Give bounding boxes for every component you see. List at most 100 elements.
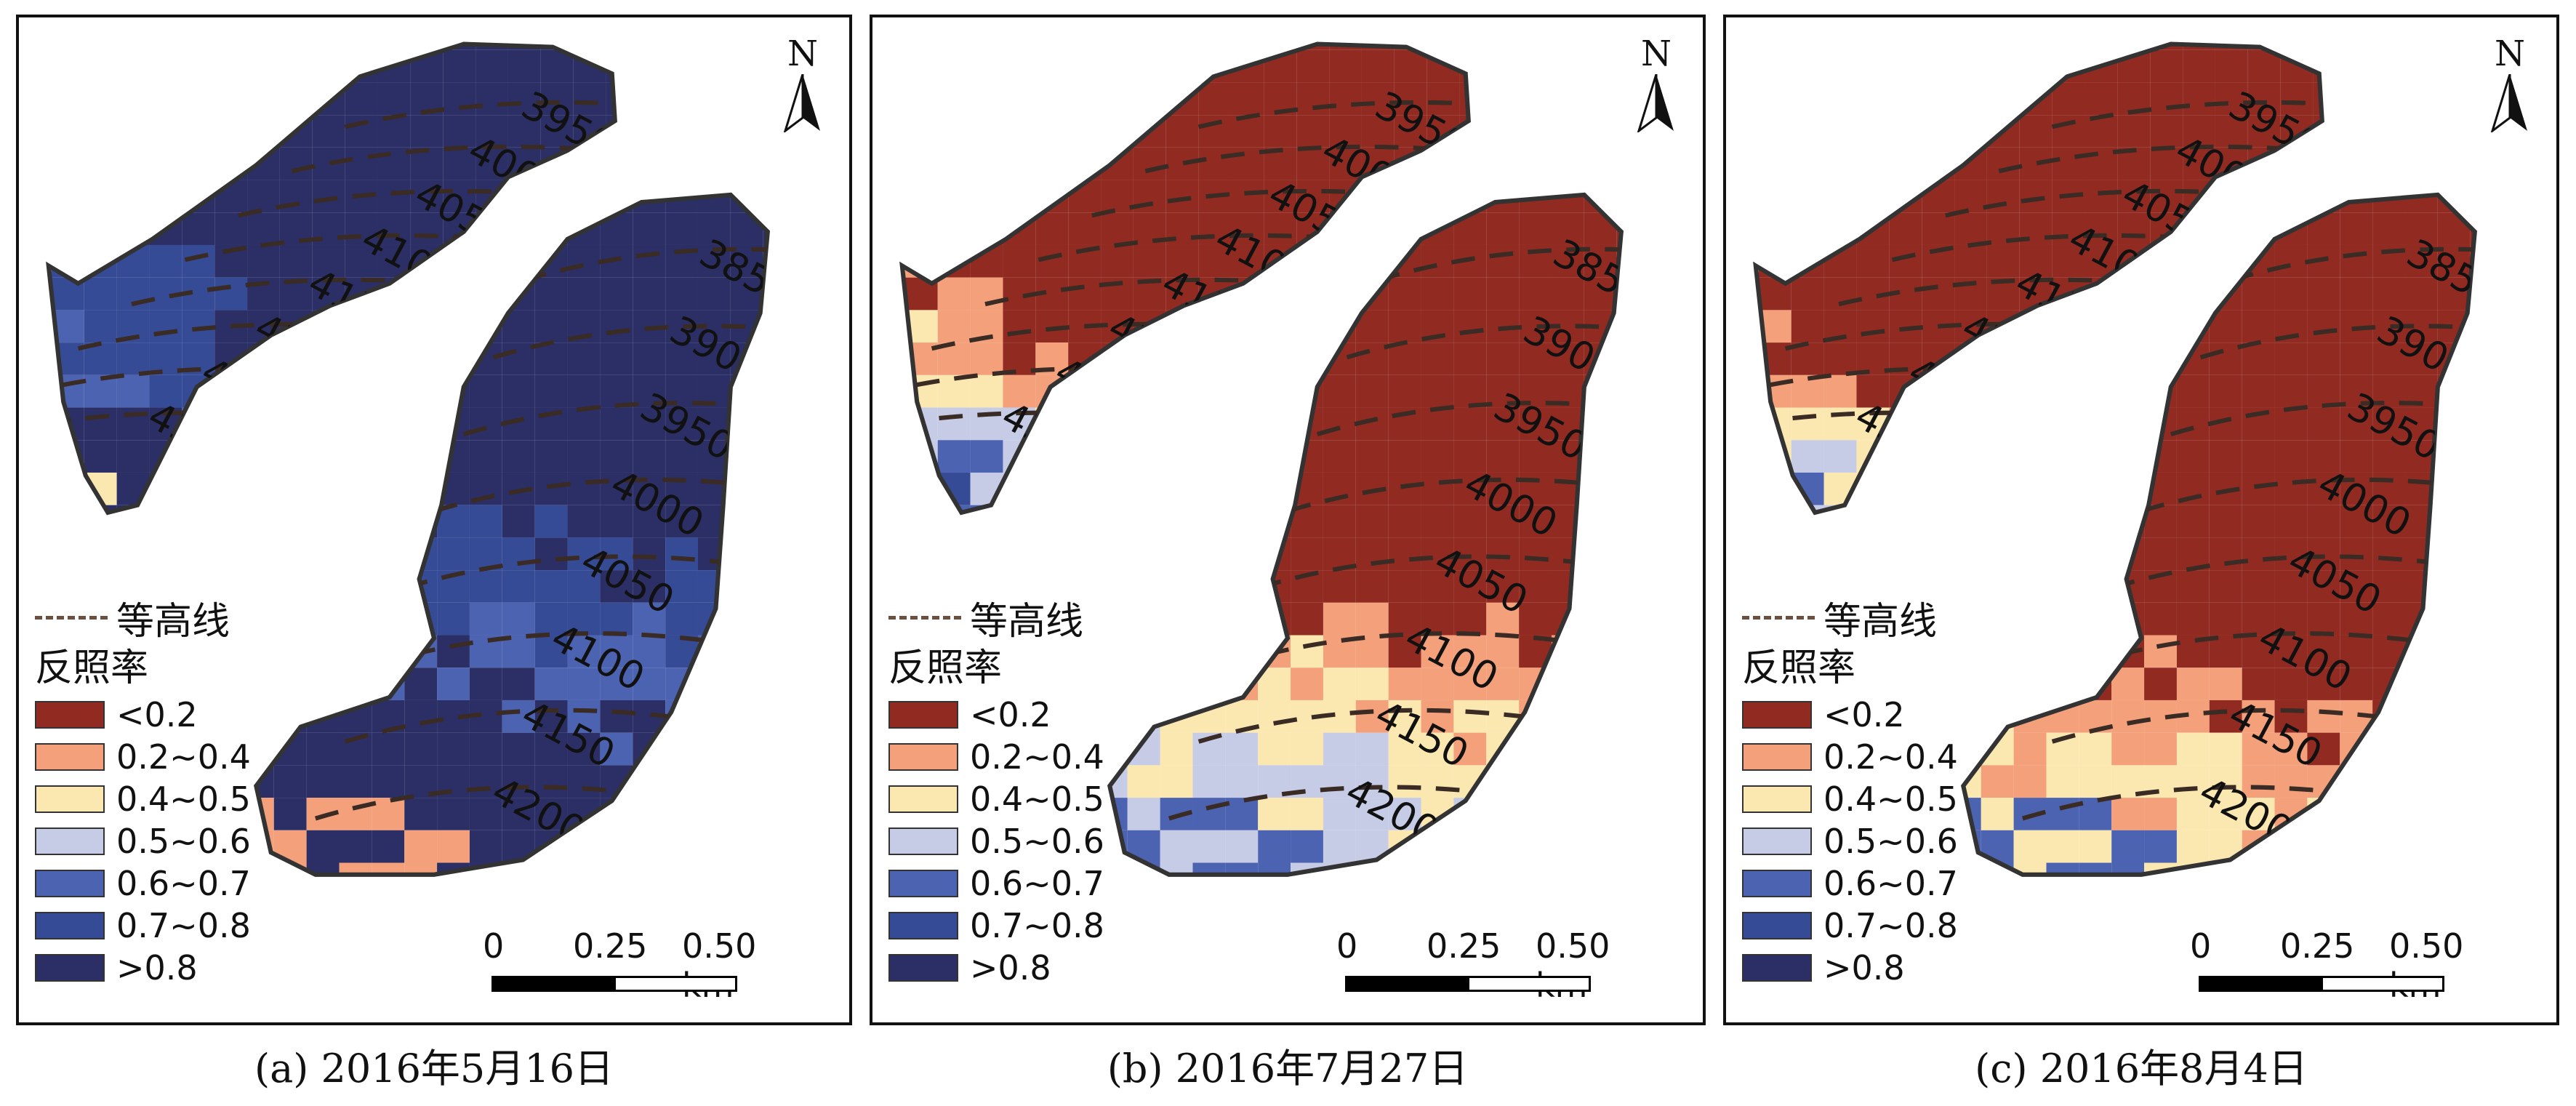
albedo-pixel [1165, 49, 1199, 83]
albedo-pixel [1323, 277, 1356, 310]
albedo-pixel [1127, 472, 1160, 505]
albedo-pixel [1584, 407, 1617, 441]
albedo-pixel [273, 505, 307, 538]
albedo-pixel [2046, 472, 2079, 505]
albedo-pixel [469, 374, 502, 408]
albedo-pixel [904, 44, 938, 50]
legend-swatch [35, 870, 105, 897]
albedo-pixel [1453, 635, 1487, 668]
scale-tick-1: 0.25 [1427, 926, 1501, 966]
albedo-pixel [600, 374, 633, 408]
albedo-pixel [51, 82, 84, 116]
albedo-pixel [502, 244, 535, 278]
albedo-pixel [2150, 115, 2183, 148]
albedo-pixel [2111, 440, 2145, 473]
albedo-pixel [1003, 180, 1036, 213]
albedo-pixel [279, 342, 313, 375]
albedo-pixel [1165, 310, 1199, 343]
albedo-pixel [1755, 82, 1759, 116]
legend-item: <0.2 [888, 694, 1104, 736]
albedo-pixel [1981, 635, 2014, 668]
panel-caption: (a) 2016年5月16日 [254, 1046, 614, 1091]
albedo-pixel [730, 602, 763, 636]
albedo-pixel [1922, 44, 1955, 50]
albedo-pixel [1453, 505, 1487, 538]
albedo-pixel [339, 342, 372, 375]
albedo-pixel [502, 830, 535, 863]
albedo-pixel [665, 830, 698, 863]
albedo-pixel [256, 440, 274, 473]
albedo-pixel [1856, 472, 1890, 505]
albedo-pixel [377, 505, 411, 513]
legend-contour: 等高线 [1742, 592, 1958, 644]
albedo-pixel [1492, 82, 1525, 115]
legend-item: 0.2~0.4 [35, 736, 251, 778]
albedo-pixel [1127, 765, 1160, 798]
albedo-pixel [149, 374, 182, 408]
albedo-pixel [1616, 862, 1621, 875]
albedo-pixel [937, 82, 971, 116]
legend-item-label: 0.7~0.8 [970, 906, 1104, 945]
albedo-pixel [1963, 407, 1981, 441]
albedo-pixel [2340, 244, 2373, 278]
albedo-pixel [1791, 407, 1824, 441]
albedo-pixel [2372, 212, 2405, 245]
albedo-pixel [2013, 732, 2047, 766]
albedo-pixel [502, 862, 535, 875]
legend-item: <0.2 [35, 694, 251, 736]
albedo-pixel [2209, 244, 2242, 278]
albedo-pixel [1192, 830, 1226, 863]
albedo-pixel [2307, 732, 2340, 766]
albedo-pixel [1986, 505, 2020, 513]
albedo-pixel [312, 115, 345, 148]
albedo-pixel [1291, 602, 1323, 636]
albedo-pixel [1459, 115, 1469, 148]
albedo-pixel [1192, 342, 1226, 375]
albedo-pixel [2274, 635, 2308, 668]
albedo-pixel [404, 700, 438, 733]
albedo-pixel [377, 180, 411, 213]
albedo-pixel [1264, 472, 1297, 505]
albedo-pixel [633, 635, 666, 668]
albedo-pixel [2470, 798, 2475, 830]
albedo-pixel [2470, 537, 2475, 571]
albedo-pixel [2340, 277, 2373, 310]
albedo-pixel [2150, 49, 2183, 83]
albedo-pixel [410, 342, 444, 375]
albedo-pixel [638, 148, 671, 180]
albedo-pixel [48, 505, 52, 513]
albedo-pixel [1160, 407, 1193, 441]
albedo-pixel [970, 440, 1003, 473]
albedo-pixel [437, 277, 470, 310]
albedo-pixel [372, 765, 405, 798]
albedo-pixel [763, 798, 768, 830]
albedo-pixel [1519, 602, 1552, 636]
albedo-pixel [1231, 374, 1264, 408]
albedo-pixel [534, 798, 568, 830]
albedo-pixel [1616, 472, 1621, 505]
albedo-pixel [665, 602, 698, 636]
albedo-pixel [1160, 374, 1193, 408]
legend-swatch [1742, 954, 1812, 982]
legend-swatch [35, 912, 105, 939]
albedo-pixel [149, 49, 182, 83]
legend-swatch [1742, 701, 1812, 729]
albedo-pixel [1453, 830, 1487, 863]
legend-item-label: <0.2 [116, 695, 198, 734]
albedo-pixel [312, 472, 345, 505]
albedo-pixel [1755, 180, 1759, 213]
albedo-pixel [970, 147, 1003, 180]
albedo-pixel [534, 212, 568, 245]
albedo-pixel [51, 44, 84, 50]
albedo-pixel [48, 49, 52, 83]
albedo-pixel [1323, 310, 1356, 343]
albedo-pixel [2437, 830, 2471, 863]
legend-contour: 等高线 [888, 592, 1104, 644]
albedo-pixel [1361, 244, 1395, 278]
albedo-pixel [2340, 798, 2373, 830]
albedo-pixel [763, 537, 768, 571]
north-arrow: N [2481, 33, 2539, 135]
right-glacier-outline [1960, 192, 2478, 877]
albedo-pixel [1291, 798, 1323, 830]
albedo-pixel [1068, 44, 1102, 50]
